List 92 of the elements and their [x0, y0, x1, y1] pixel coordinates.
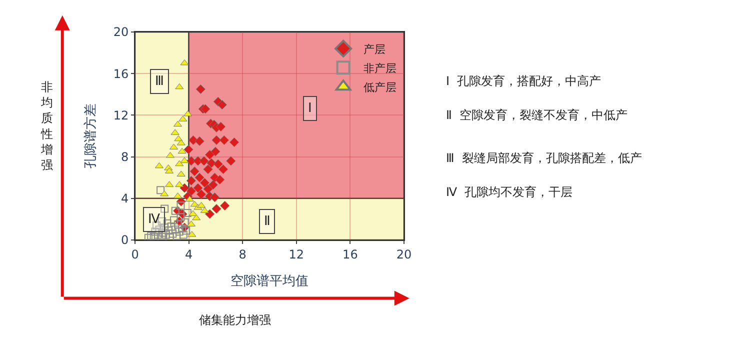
point	[156, 186, 165, 194]
point	[160, 204, 169, 213]
point	[213, 159, 223, 169]
x-tick-label: 0	[131, 247, 139, 262]
point	[206, 158, 216, 168]
text: Ⅰ 孔隙发育，搭配好，中高产	[446, 74, 602, 88]
point	[179, 230, 188, 239]
point	[190, 166, 200, 176]
x-tick-label: 20	[396, 247, 412, 262]
point	[210, 192, 220, 202]
point	[196, 84, 206, 94]
point	[151, 228, 160, 236]
point	[180, 59, 189, 66]
x-tick-label: 8	[238, 247, 246, 262]
point	[203, 164, 213, 174]
point	[215, 174, 225, 184]
point	[218, 164, 228, 174]
point	[160, 190, 169, 196]
point	[154, 162, 164, 168]
point	[183, 208, 192, 217]
point	[192, 214, 201, 220]
point	[200, 104, 210, 114]
point	[197, 202, 206, 208]
y-tick-label: 4	[120, 192, 129, 206]
point	[144, 234, 152, 240]
annotation: Ⅰ	[308, 101, 312, 116]
point	[175, 160, 184, 166]
y-axis-title: 孔隙谱方差	[82, 104, 98, 168]
point	[150, 232, 158, 240]
x-axis-title: 空隙谱平均值	[230, 274, 308, 289]
annotation: Ⅲ	[155, 74, 164, 89]
point	[159, 228, 168, 237]
point	[147, 232, 156, 240]
point	[220, 200, 230, 210]
point	[170, 216, 178, 224]
point	[186, 176, 196, 186]
point	[178, 148, 186, 154]
point	[171, 206, 180, 215]
point	[212, 204, 222, 214]
point	[155, 226, 164, 234]
text: Ⅲ 裂缝局部发育，孔隙搭配差，低产	[446, 151, 642, 165]
text: 非均质性增强	[40, 80, 53, 172]
point	[175, 228, 184, 236]
y-tick-label: 12	[113, 108, 129, 122]
point	[176, 202, 185, 210]
point	[204, 150, 215, 160]
point	[180, 183, 190, 193]
point	[182, 226, 190, 235]
point	[175, 83, 184, 90]
text: 储集能力增强	[199, 313, 271, 327]
y-tick-label: 8	[120, 150, 129, 164]
point	[216, 122, 226, 132]
point	[226, 156, 236, 166]
point	[199, 156, 209, 166]
point	[229, 137, 240, 148]
point	[210, 146, 220, 156]
y-tick-label: 0	[120, 233, 129, 248]
point	[171, 226, 180, 234]
point	[212, 135, 222, 145]
text: Ⅳ 孔隙均不发育，干层	[446, 185, 573, 199]
point	[200, 178, 210, 188]
point	[184, 110, 192, 116]
point	[154, 230, 162, 239]
point	[176, 213, 185, 222]
point	[178, 224, 186, 233]
point	[219, 135, 229, 145]
point	[168, 230, 177, 238]
point	[158, 232, 166, 240]
y-tick-label: 20	[113, 25, 129, 40]
annotation: Ⅳ	[148, 212, 160, 227]
point	[208, 180, 218, 190]
legend-label: 产层	[363, 42, 386, 56]
legend-label: 非产层	[363, 62, 396, 75]
point	[164, 226, 173, 235]
x-tick-label: 16	[342, 247, 358, 262]
y-tick-label: 16	[113, 66, 129, 81]
point	[203, 184, 213, 194]
x-tick-label: 4	[184, 247, 193, 262]
point	[193, 183, 203, 193]
point	[204, 209, 215, 219]
point	[172, 232, 181, 240]
point	[194, 136, 204, 146]
annotation: Ⅱ	[264, 214, 270, 229]
text: Ⅱ 空隙发育，裂缝不发育，中低产	[446, 108, 628, 122]
point	[196, 189, 206, 200]
point	[217, 100, 227, 110]
point	[194, 172, 204, 182]
point	[180, 218, 189, 226]
legend-label: 低产层	[363, 80, 396, 94]
point	[163, 219, 172, 228]
x-tick-label: 12	[288, 247, 304, 262]
point	[184, 144, 194, 154]
